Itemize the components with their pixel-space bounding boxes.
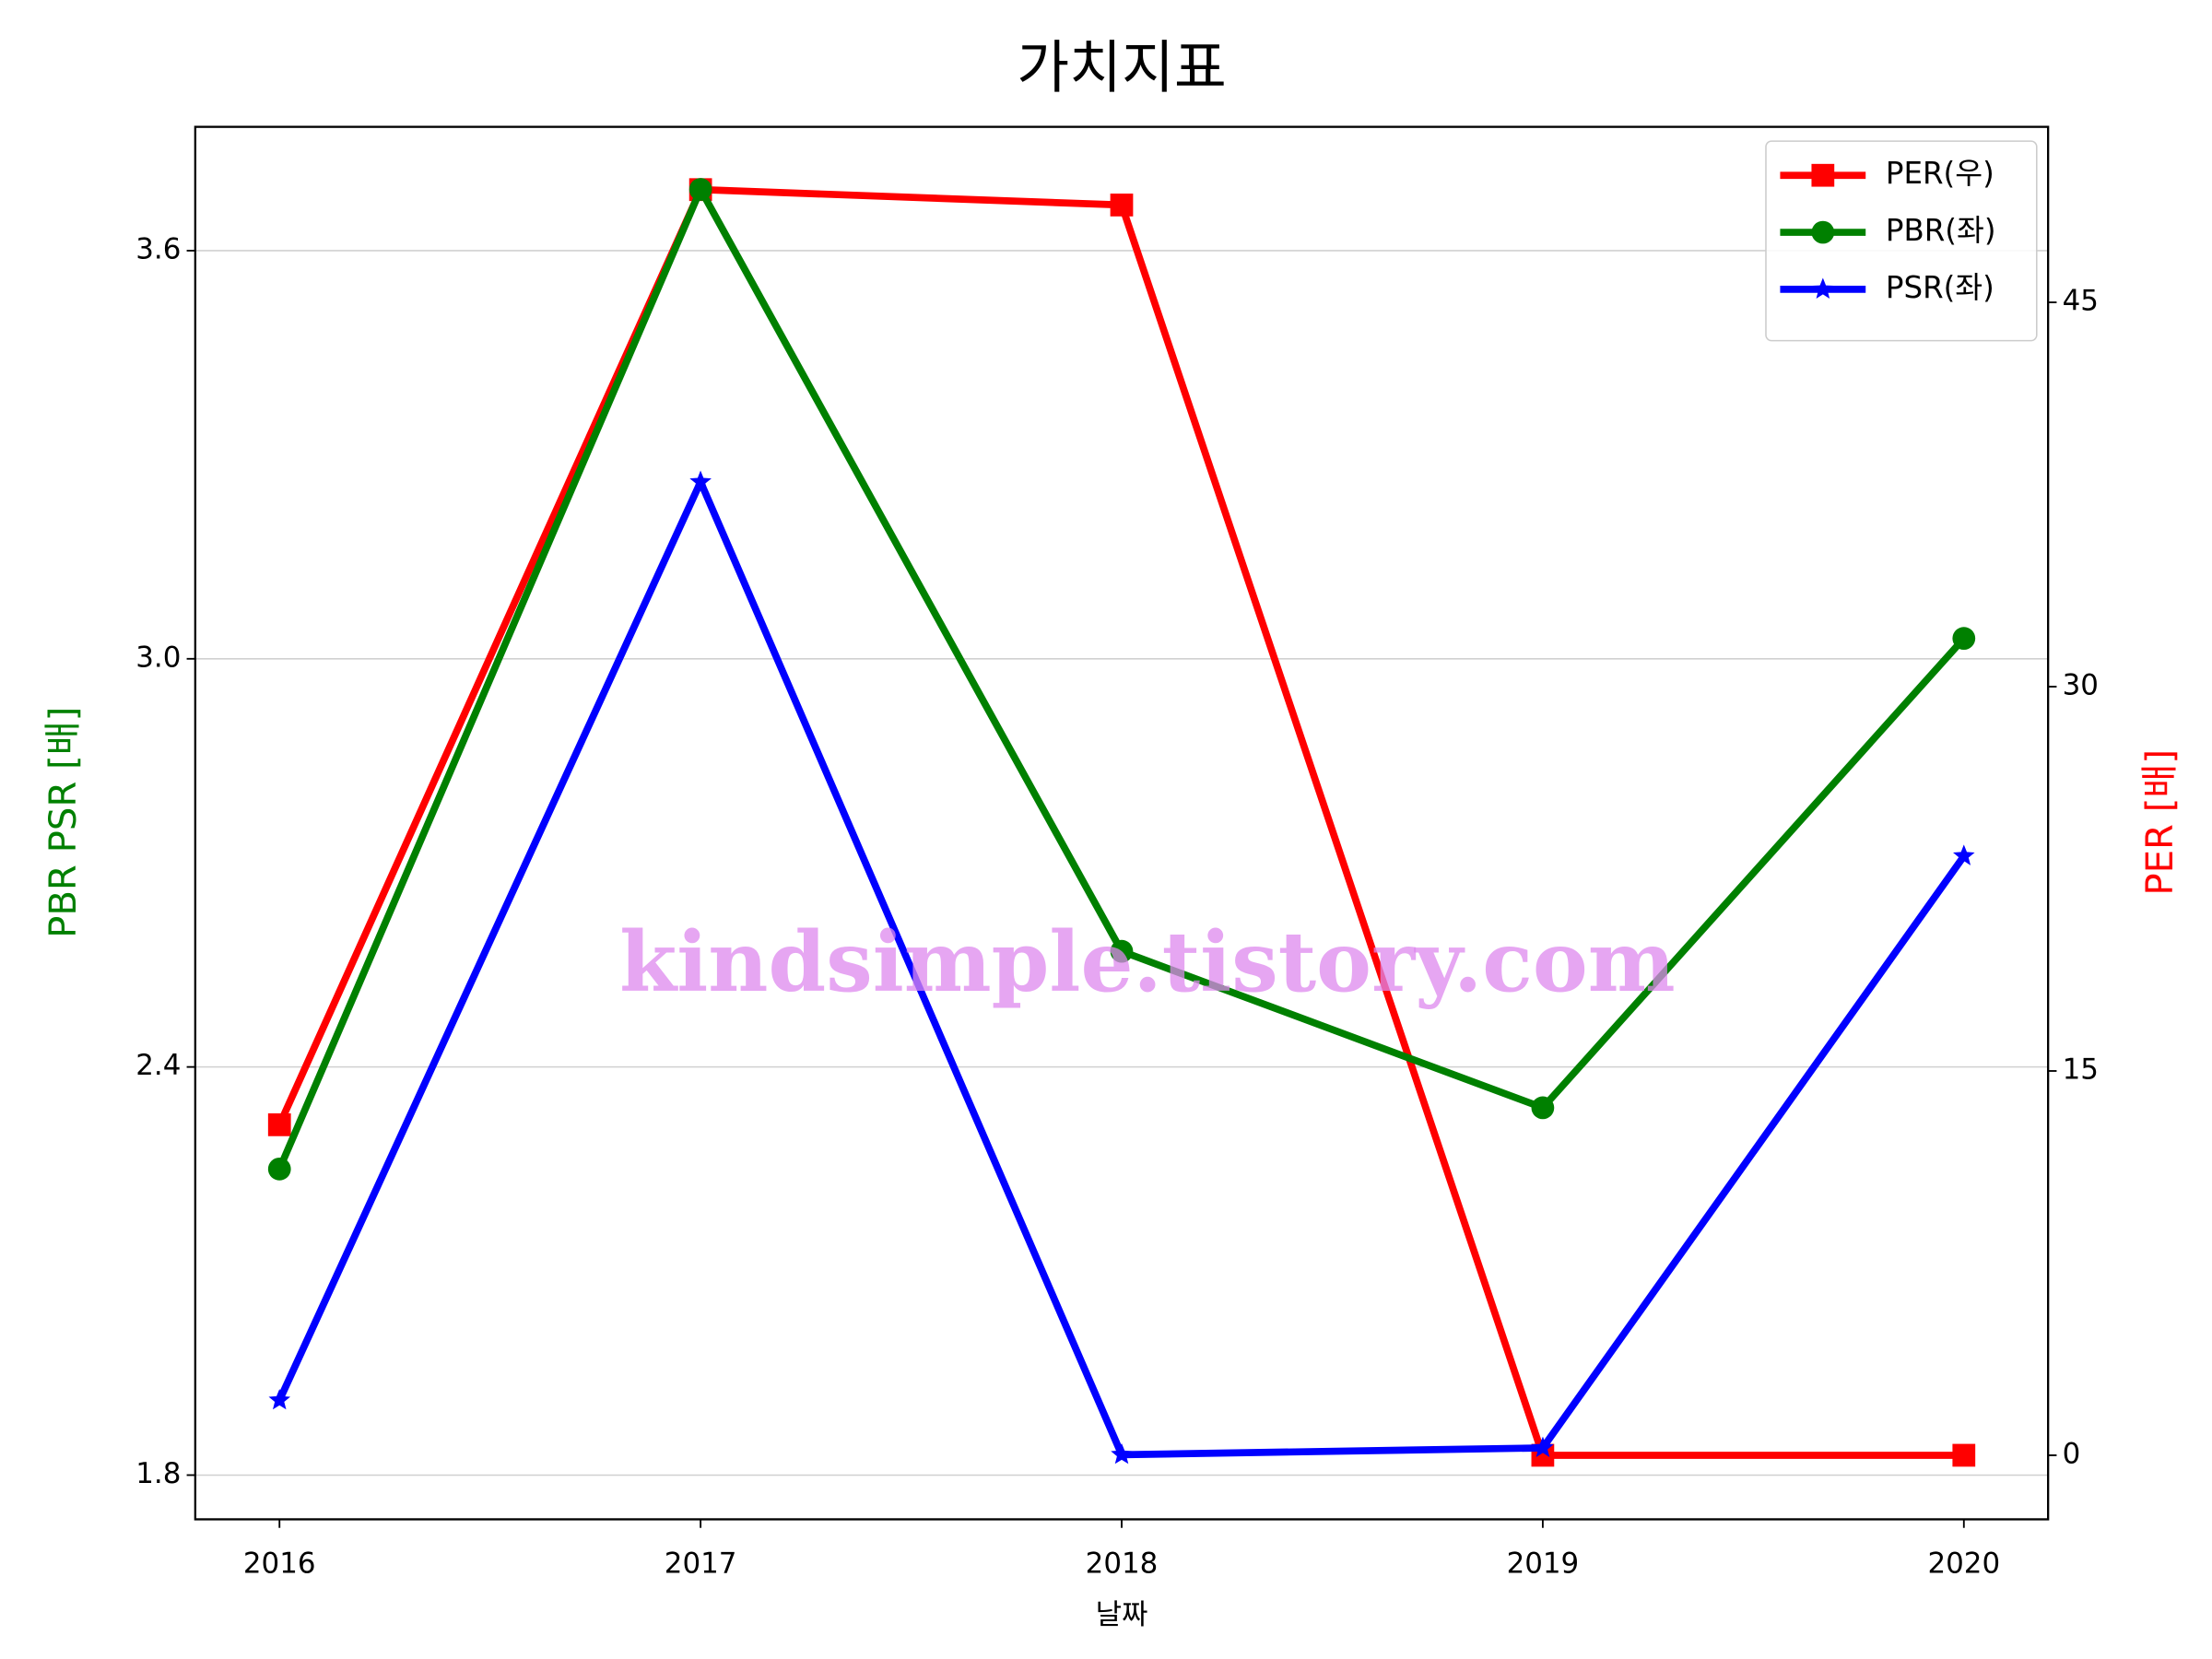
series-line [276, 185, 1967, 1171]
marker [1110, 194, 1134, 217]
plot-frame [194, 125, 2050, 1521]
y-tick-label: 3.0 [135, 641, 181, 674]
marker [1811, 163, 1835, 187]
watermark: kindsimple.tistory.com [619, 914, 1676, 1011]
y-tick-label: 1.8 [135, 1457, 181, 1490]
marker [1952, 627, 1976, 651]
marker [267, 1157, 291, 1181]
y2-tick-label: 30 [2063, 669, 2099, 702]
legend-label: PER(우) [1886, 156, 1994, 191]
y2-tick-label: 45 [2063, 285, 2099, 318]
marker [1531, 1096, 1555, 1120]
x-tick-label: 2017 [665, 1547, 737, 1580]
chart-title: 가치지표 [1017, 34, 1227, 100]
y-axis-label: PBR PSR [배] [42, 707, 85, 938]
marker [267, 1112, 291, 1136]
y2-axis-label: PER [배] [2139, 749, 2182, 896]
marker [1953, 844, 1975, 865]
marker [1532, 1436, 1554, 1458]
x-tick-label: 2019 [1507, 1547, 1580, 1580]
marker [688, 178, 712, 201]
x-tick-label: 2020 [1927, 1547, 2000, 1580]
y-tick-label: 2.4 [135, 1049, 181, 1082]
y2-tick-label: 15 [2063, 1053, 2099, 1086]
y2-tick-label: 0 [2063, 1437, 2081, 1470]
marker [1812, 277, 1834, 299]
marker [268, 1388, 290, 1410]
marker [1111, 1443, 1133, 1465]
x-tick-label: 2018 [1086, 1547, 1159, 1580]
x-tick-label: 2016 [243, 1547, 316, 1580]
series-line [276, 185, 1964, 1459]
x-axis-label: 날짜 [1096, 1598, 1148, 1631]
y-tick-label: 3.6 [135, 232, 181, 265]
marker [1952, 1443, 1976, 1467]
legend-label: PSR(좌) [1886, 270, 1994, 305]
legend-label: PBR(좌) [1886, 213, 1996, 248]
marker [1110, 939, 1134, 963]
marker [1811, 220, 1835, 244]
marker [689, 470, 712, 491]
